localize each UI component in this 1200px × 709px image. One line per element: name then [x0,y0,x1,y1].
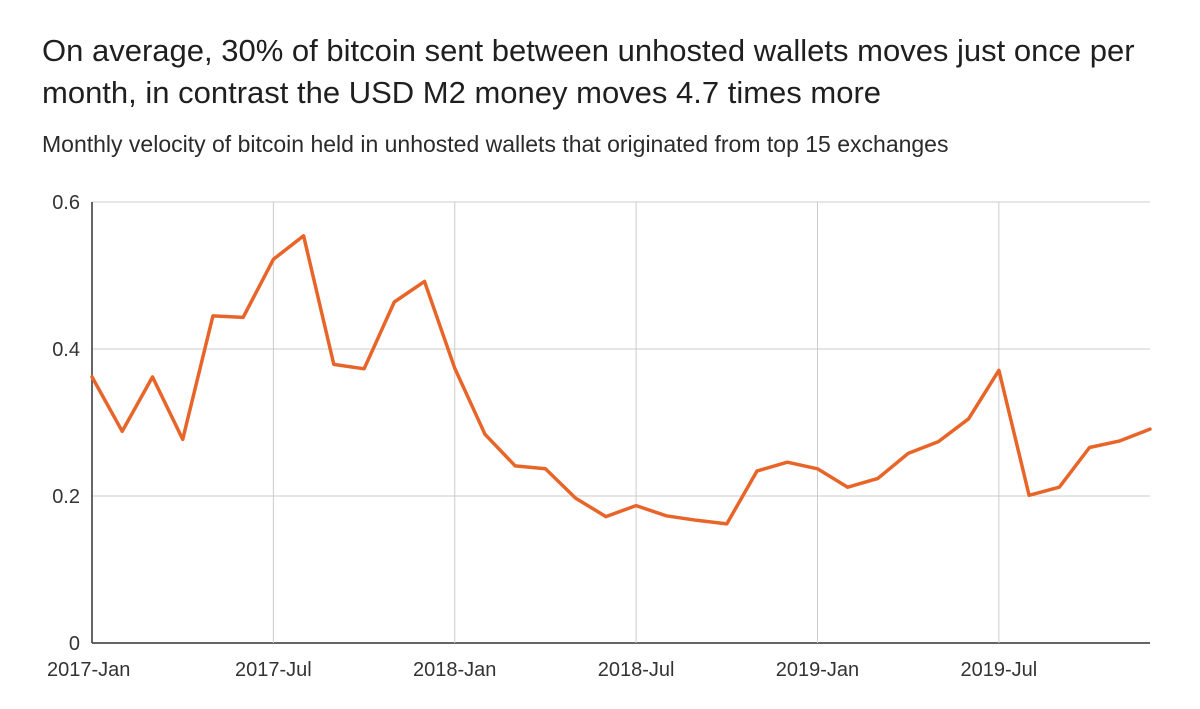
x-tick-label: 2017-Jul [235,659,312,681]
y-tick-label: 0 [69,633,80,655]
y-axis-labels: 0 0.2 0.4 0.6 [52,192,80,655]
x-tick-label: 2019-Jul [960,659,1037,681]
series-layer [90,234,1152,526]
x-axis-labels: 2017-Jan 2017-Jul 2018-Jan 2018-Jul 2019-Jan… [47,659,1037,681]
y-tick-label: 0.6 [52,192,80,214]
series-line [90,234,1152,526]
x-tick-label: 2019-Jan [776,659,859,681]
gridlines [91,201,1150,644]
x-tick-label: 2017-Jan [47,659,130,681]
x-tick-label: 2018-Jul [598,659,675,681]
y-tick-label: 0.4 [52,339,80,361]
x-tick-label: 2018-Jan [413,659,496,681]
chart-subtitle: Monthly velocity of bitcoin held in unho… [42,131,949,157]
chart-title: On average, 30% of bitcoin sent between … [42,33,1135,110]
y-tick-label: 0.2 [52,486,80,508]
